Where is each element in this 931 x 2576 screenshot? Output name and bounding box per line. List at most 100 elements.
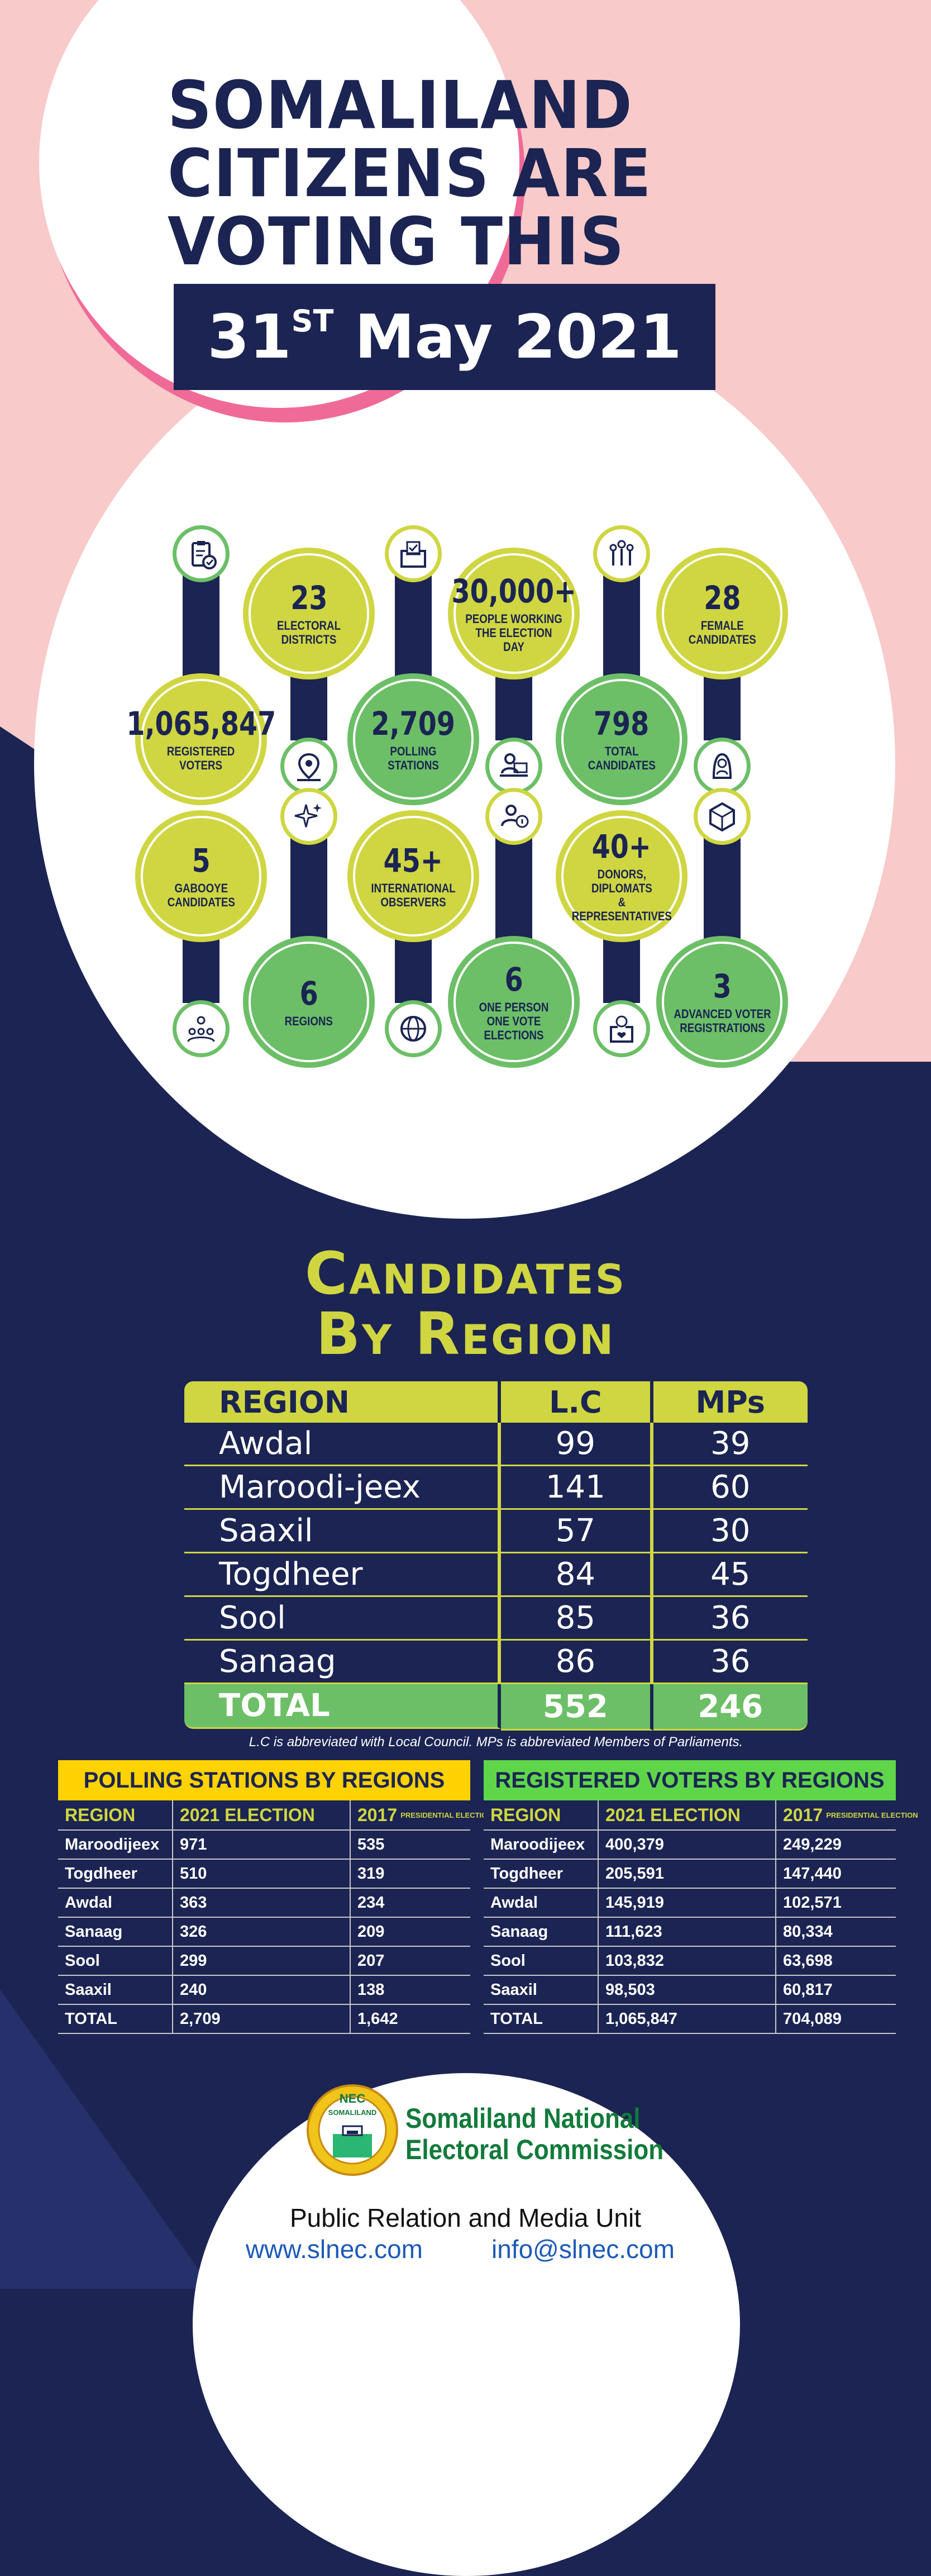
voters-header-note: PRESIDENTIAL ELECTION [826, 1810, 918, 1819]
stat-icon-badge [385, 525, 442, 582]
election-2017-cell: 704,089 [783, 2009, 842, 2028]
mps-cell: 30 [653, 1510, 808, 1553]
audience-icon [187, 1016, 215, 1042]
donation-box-icon [610, 1015, 633, 1043]
raised-hands-icon [609, 540, 634, 565]
stat-label: INTERNATIONAL OBSERVERS [371, 881, 456, 909]
region-cell: Maroodijeex [484, 1831, 599, 1859]
election-2017-cell: 102,571 [783, 1893, 842, 1912]
table-row: Saaxil 98,503 60,817 [484, 1976, 896, 2005]
polling-header-2017: 2017 PRESIDENTIAL ELECTION [357, 1804, 493, 1825]
polling-stations-table: POLLING STATIONS BY REGIONS REGION 2021 … [58, 1760, 493, 2034]
nec-logo: NEC SOMALILAND [307, 2084, 398, 2176]
title-line-3: VOTING THIS [168, 203, 626, 280]
sparkle-icon [294, 804, 322, 828]
stat-icon-badge [485, 788, 542, 845]
table-row: TOTAL 2,709 1,642 [58, 2005, 470, 2034]
region-cell: Togdheer [184, 1553, 502, 1597]
lc-cell: 141 [501, 1466, 653, 1510]
table-row: Maroodijeex 971 535 [58, 1831, 470, 1860]
stat-icon-badge [173, 1000, 230, 1057]
email-link[interactable]: info@slnec.com [491, 2235, 675, 2264]
voters-header-region: REGION [484, 1800, 599, 1829]
stat-value: 5 [192, 842, 211, 880]
website-link[interactable]: www.slnec.com [246, 2235, 423, 2264]
stat-label: ELECTORAL DISTRICTS [277, 619, 341, 647]
candidates-row: Togdheer 84 45 [184, 1553, 808, 1597]
stat-value: 40+ [591, 828, 652, 866]
stat-value: 6 [299, 974, 318, 1013]
lc-cell: 57 [501, 1510, 653, 1553]
voters-header-2021: 2021 ELECTION [599, 1800, 776, 1829]
stat-value: 3 [713, 967, 732, 1005]
worker-desk-icon [500, 753, 528, 777]
election-2017-cell: 249,229 [783, 1835, 842, 1853]
stat-icon-badge [173, 525, 230, 582]
abbreviation-note: L.C is abbreviated with Local Council. M… [249, 1734, 743, 1750]
stat-label: GABOOYE CANDIDATES [167, 881, 235, 909]
stat-circle: 1,065,847 REGISTERED VOTERS [126, 679, 276, 800]
candidates-row: Sool 85 36 [184, 1597, 808, 1641]
stat-value: 6 [504, 960, 523, 999]
election-2017-cell: 80,334 [783, 1922, 833, 1941]
election-2021-cell: 971 [173, 1831, 351, 1859]
voters-header-2017: 2017 PRESIDENTIAL ELECTION [783, 1804, 918, 1825]
region-cell: Sanaag [484, 1918, 599, 1946]
election-2017-cell: 138 [357, 1980, 385, 1999]
election-2017-cell: 209 [357, 1922, 385, 1941]
stat-icon-badge [485, 738, 542, 795]
table-row: Sool 299 207 [58, 1947, 470, 1976]
map-pin-icon [297, 753, 321, 781]
region-cell: Awdal [58, 1889, 173, 1917]
region-cell: Togdheer [484, 1860, 599, 1888]
stat-circle: 6 ONE PERSON ONE VOTE ELECTIONS [453, 942, 574, 1062]
date-day: 31 [207, 302, 292, 372]
election-2021-cell: 326 [173, 1918, 351, 1946]
candidates-title-line-2: By Region [316, 1300, 615, 1368]
election-2021-cell: 510 [173, 1860, 351, 1888]
region-cell: Togdheer [58, 1860, 173, 1888]
polling-header-2021: 2021 ELECTION [173, 1800, 351, 1829]
candidates-row: Saaxil 57 30 [184, 1510, 808, 1553]
stat-label: DONORS, DIPLOMATS & REPRESENTATIVES [571, 867, 672, 923]
registered-voters-header: REGION 2021 ELECTION 2017 PRESIDENTIAL EL… [484, 1800, 918, 1831]
org-name-line-2: Electoral Commission [405, 2134, 664, 2165]
region-cell: Maroodijeex [58, 1831, 173, 1859]
election-2021-cell: 145,919 [599, 1889, 776, 1917]
stat-circle: 23 ELECTORAL DISTRICTS [249, 553, 369, 674]
election-2017-cell: 535 [357, 1835, 385, 1853]
region-cell: Sool [484, 1947, 599, 1975]
region-cell: Awdal [484, 1889, 599, 1917]
table-row: Sanaag 111,623 80,334 [484, 1918, 896, 1947]
region-cell: Sanaag [184, 1641, 502, 1684]
mps-cell: 45 [653, 1553, 808, 1597]
lc-cell: 86 [501, 1641, 653, 1684]
stat-value: 1,065,847 [126, 705, 276, 743]
stat-circle: 2,709 POLLING STATIONS [353, 679, 474, 800]
polling-stations-header: REGION 2021 ELECTION 2017 PRESIDENTIAL EL… [58, 1800, 493, 1831]
polling-header-region: REGION [58, 1800, 173, 1829]
stat-circle: 3 ADVANCED VOTER REGISTRATIONS [662, 942, 782, 1062]
election-2021-cell: 363 [173, 1889, 351, 1917]
stat-value: 798 [594, 705, 650, 743]
region-cell: Awdal [184, 1423, 502, 1466]
election-2017-cell: 207 [357, 1951, 385, 1970]
region-cell: Sanaag [58, 1918, 173, 1946]
date-suffix: ST [291, 303, 334, 339]
election-2017-cell: 319 [357, 1864, 385, 1883]
candidates-table-body: Awdal 99 39 Maroodi-jeex 141 60 Saaxil 57 30 Togd… [184, 1423, 808, 1684]
stat-label: ADVANCED VOTER REGISTRATIONS [673, 1007, 771, 1035]
candidates-title-line-1: Candidates [304, 1239, 627, 1308]
election-2021-cell: 400,379 [599, 1831, 776, 1859]
total-mps: 246 [653, 1684, 808, 1731]
stat-icon-badge [385, 1000, 442, 1057]
candidates-table: REGION L.C MPs Awdal 99 39 Maroodi-jeex 141 6… [184, 1381, 808, 1731]
stat-value: 45+ [383, 842, 443, 880]
ballot-box-icon [400, 541, 426, 568]
region-cell: Saaxil [58, 1976, 173, 2004]
media-unit-label: Public Relation and Media Unit [289, 2203, 642, 2232]
region-cell: Sool [184, 1597, 502, 1641]
election-2021-cell: 111,623 [599, 1918, 776, 1946]
region-cell: TOTAL [484, 2005, 599, 2033]
stat-label: REGISTERED VOTERS [167, 744, 235, 772]
